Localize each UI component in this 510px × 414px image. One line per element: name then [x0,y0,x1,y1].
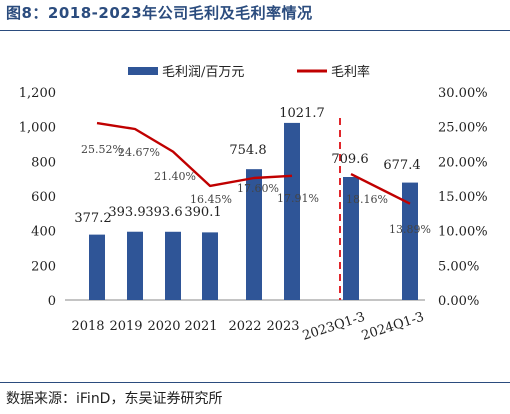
x-tick-label: 2024Q1-3 [360,310,426,344]
y-left-tick-label: 1,000 [19,121,56,136]
y-left-tick-label: 200 [31,259,56,274]
y-left-tick-label: 800 [31,155,56,170]
legend-line-label: 毛利率 [331,64,370,80]
bar [402,182,418,300]
line-value-label: 13.89% [389,223,431,236]
x-tick-label: 2018 [71,319,104,334]
bar [127,231,143,300]
y-right-tick-label: 25.00% [438,121,488,136]
x-tick-label: 2022 [228,319,261,334]
y-left-tick-label: 400 [31,225,56,240]
y-right-tick-label: 15.00% [438,190,488,205]
bar-value-label: 677.4 [383,158,420,173]
bar-value-label: 393.9 [108,205,145,220]
bar [284,122,300,300]
line-value-label: 25.52% [81,143,123,156]
margin-line [350,173,411,205]
bar [246,169,262,300]
y-left-tick-label: 0 [48,294,56,309]
bar-value-label: 390.1 [184,205,221,220]
margin-line [96,121,293,188]
y-right-tick-label: 30.00% [438,86,488,101]
y-right-tick-label: 5.00% [438,259,479,274]
x-tick-label: 2021 [184,319,217,334]
line-value-label: 24.67% [118,146,160,159]
x-tick-label: 2019 [109,319,142,334]
line-value-label: 18.16% [346,193,388,206]
line-value-label: 16.45% [190,193,232,206]
y-right-tick-label: 20.00% [438,155,488,170]
bar-value-label: 393.6 [145,205,182,220]
bar-value-label: 754.8 [229,143,266,158]
bar-value-label: 377.2 [74,211,111,226]
bar [343,177,359,300]
legend-bar-swatch [128,67,158,75]
bar [202,232,218,300]
line-value-label: 21.40% [154,170,196,183]
figure-title: 图8：2018-2023年公司毛利及毛利率情况 [6,4,313,22]
y-left-tick-label: 600 [31,190,56,205]
x-tick-label: 2023Q1-3 [301,310,367,344]
bar-value-label: 1021.7 [279,106,325,121]
bar [89,234,105,300]
chart: 0 200 400 600 800 1,000 1,200 0.00% 5.00% 10.00% 1… [19,64,488,344]
y-left-tick-label: 1,200 [19,86,56,101]
legend-bar-label: 毛利润/百万元 [162,65,244,80]
bar [165,231,181,300]
source-note: 数据来源：iFinD，东吴证券研究所 [6,391,223,407]
line-value-label: 17.91% [277,192,319,205]
line-value-label: 17.60% [237,182,279,195]
x-tick-label: 2023 [266,319,299,334]
title-rule [0,30,510,31]
y-right-tick-label: 0.00% [438,294,479,309]
x-tick-label: 2020 [147,319,180,334]
y-right-tick-label: 10.00% [438,225,488,240]
bar-value-label: 709.6 [331,152,368,167]
source-rule [0,382,510,383]
